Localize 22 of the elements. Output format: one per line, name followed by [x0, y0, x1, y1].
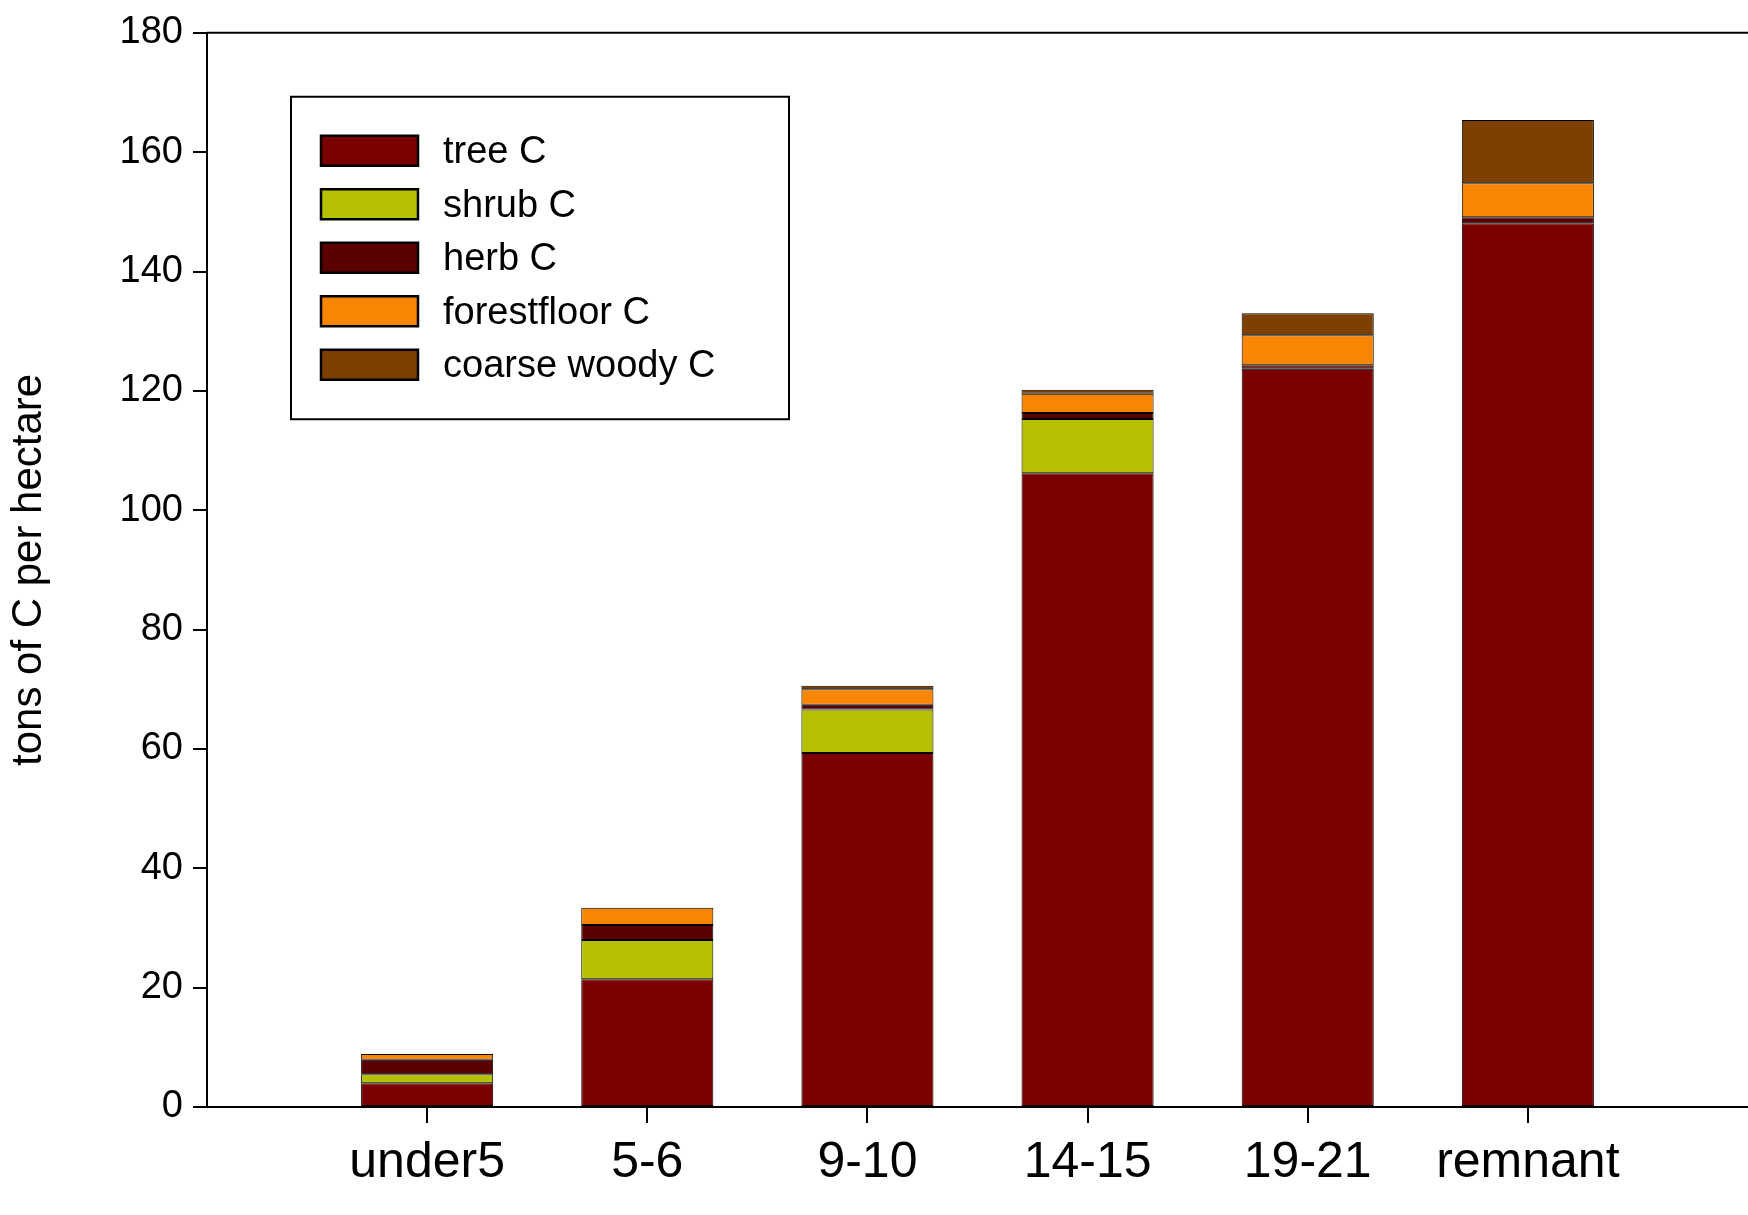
- y-axis-title: tons of C per hectare: [2, 373, 50, 767]
- legend-label: forestfloor C: [443, 289, 650, 332]
- x-tick-label: 14-15: [1023, 1131, 1152, 1188]
- y-tick-label: 100: [119, 486, 183, 529]
- y-tick-label: 80: [140, 606, 183, 649]
- x-tick-label: under5: [349, 1131, 505, 1188]
- legend-label: shrub C: [443, 182, 577, 225]
- y-tick-label: 140: [119, 248, 183, 290]
- y-tick-label: 120: [119, 367, 183, 410]
- y-tick-label: 20: [140, 964, 183, 1007]
- y-tick-label: 0: [161, 1083, 183, 1126]
- y-tick-label: 60: [140, 725, 183, 768]
- legend-label: tree C: [443, 129, 547, 172]
- x-tick-label: 5-6: [611, 1131, 684, 1188]
- y-tick-label: 40: [140, 844, 183, 887]
- legend-label: herb C: [443, 236, 558, 279]
- legend-label: coarse woody C: [443, 343, 716, 386]
- y-tick-label: 160: [119, 128, 183, 171]
- x-tick-label: remnant: [1436, 1131, 1620, 1188]
- x-tick-label: 19-21: [1243, 1131, 1372, 1188]
- y-tick-label: 180: [119, 9, 183, 52]
- x-tick-label: 9-10: [817, 1131, 918, 1188]
